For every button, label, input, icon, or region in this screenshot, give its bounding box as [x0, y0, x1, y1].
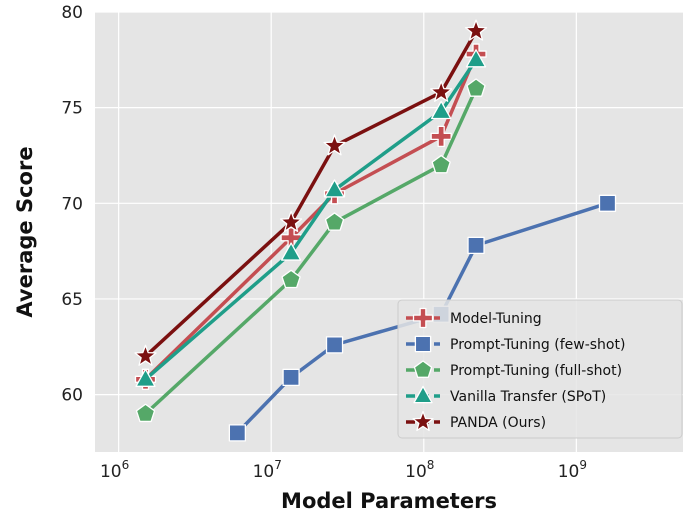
data-point: [135, 403, 156, 423]
data-point: [431, 154, 451, 174]
y-axis-ticks: 60 65 70 75 80: [61, 3, 83, 406]
data-point: [466, 78, 486, 97]
legend-item: Prompt-Tuning (few-shot): [406, 335, 625, 353]
legend-marker: [413, 385, 433, 404]
grid-lines: [95, 11, 683, 452]
data-point: [228, 424, 247, 442]
legend-label: Model-Tuning: [450, 311, 542, 327]
legend-marker: [413, 360, 433, 378]
y-tick-label: 80: [61, 3, 83, 23]
legend-marker: [414, 335, 432, 353]
data-point: [135, 368, 156, 387]
series-line: [235, 201, 610, 435]
series-pentagon: [135, 78, 486, 423]
x-tick-label: 106: [100, 458, 129, 482]
legend-marker: [412, 307, 434, 329]
data-point: [279, 210, 303, 232]
data-point: [467, 236, 485, 255]
legend-label: PANDA (Ours): [450, 415, 546, 431]
y-tick-label: 60: [61, 386, 83, 406]
legend-item: Prompt-Tuning (full-shot): [406, 360, 622, 379]
data-point: [134, 344, 157, 366]
x-tick-label: 107: [253, 458, 282, 482]
x-tick-label: 108: [405, 458, 434, 482]
legend-label: Prompt-Tuning (full-shot): [450, 363, 622, 379]
y-tick-label: 65: [61, 290, 83, 310]
legend-item: Vanilla Transfer (SPoT): [406, 385, 606, 405]
data-point: [324, 179, 345, 198]
legend-box: [397, 299, 683, 439]
legend-label: Vanilla Transfer (SPoT): [450, 389, 606, 405]
legend-item: PANDA (Ours): [406, 410, 546, 432]
data-point: [280, 242, 302, 261]
data-point: [598, 194, 617, 212]
legend-marker: [412, 410, 434, 432]
data-point: [323, 134, 346, 156]
data-point: [465, 49, 487, 68]
data-point: [430, 80, 453, 102]
x-axis-label: Model Parameters: [281, 489, 497, 513]
legend-item: Model-Tuning: [406, 307, 542, 329]
data-point: [464, 19, 488, 41]
series-star: [134, 19, 488, 366]
legend: Model-Tuning Prompt-Tuning (few-shot) Prom…: [397, 299, 683, 439]
y-tick-label: 75: [61, 99, 83, 119]
series-triangle: [135, 49, 487, 387]
data-series: [134, 19, 617, 442]
y-axis-label: Average Score: [13, 146, 37, 317]
y-tick-label: 70: [61, 194, 83, 214]
x-tick-label: 109: [558, 458, 587, 482]
data-point: [430, 125, 452, 147]
data-point: [282, 368, 300, 387]
data-point: [431, 100, 452, 120]
data-point: [281, 269, 301, 289]
data-point: [325, 336, 344, 354]
x-axis-ticks: 106 107 108 109: [100, 458, 587, 482]
legend-label: Prompt-Tuning (few-shot): [450, 337, 625, 353]
data-point: [324, 212, 345, 231]
